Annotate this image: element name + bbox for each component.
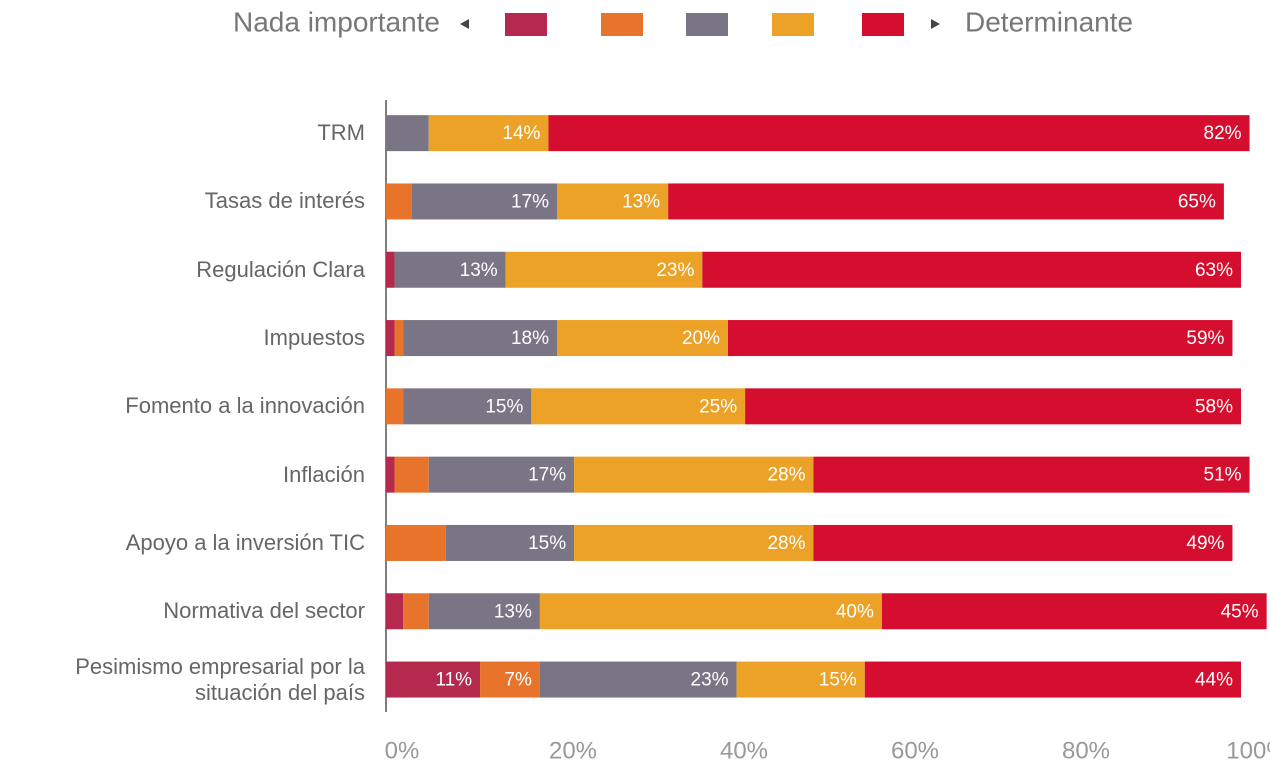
data-label: 13% [622, 191, 660, 212]
bar-segment [403, 593, 429, 630]
bar-segment [428, 115, 549, 152]
category-label: Inflación [283, 461, 365, 487]
bar-segment [736, 661, 865, 698]
bar-segment [386, 251, 395, 288]
bar-segment [480, 661, 540, 698]
legend-swatch [601, 13, 643, 36]
data-label: 28% [767, 465, 805, 486]
data-label: 17% [511, 191, 549, 212]
bar-segment [386, 388, 404, 425]
legend-swatch [505, 13, 547, 36]
x-tick-label: 80% [1062, 737, 1110, 764]
x-tick-label: 60% [891, 737, 939, 764]
data-label: 11% [435, 670, 472, 691]
bar-segment [539, 661, 737, 698]
data-label: 44% [1195, 670, 1233, 691]
data-label: 49% [1186, 533, 1224, 554]
bar-segment [386, 524, 446, 561]
bar-segment [386, 456, 395, 493]
bar-segment [386, 593, 404, 630]
data-label: 14% [502, 123, 540, 144]
data-label: 18% [511, 328, 549, 349]
data-label: 20% [682, 328, 720, 349]
bar-segment [428, 593, 540, 630]
bar-segment [386, 183, 412, 220]
data-label: 59% [1186, 328, 1224, 349]
category-label: Apoyo a la inversión TIC [125, 529, 365, 555]
legend-arrow-left [460, 19, 469, 29]
legend-swatch [686, 13, 728, 36]
data-label: 15% [528, 533, 566, 554]
bar-segment [548, 115, 1250, 152]
bar-segment [386, 661, 481, 698]
bar-segment [745, 388, 1241, 425]
data-label: 63% [1195, 260, 1233, 281]
legend-right: Determinante [965, 6, 1133, 37]
bar-segment [881, 593, 1267, 630]
data-label: 40% [836, 601, 874, 622]
bar-segment [728, 320, 1233, 357]
data-label: 82% [1204, 123, 1242, 144]
data-label: 7% [504, 670, 532, 691]
data-label: 13% [494, 601, 532, 622]
bar-segment [668, 183, 1224, 220]
bar-segment [574, 524, 814, 561]
legend-arrow-right [931, 19, 940, 29]
bar-segment [557, 183, 669, 220]
data-label: 17% [528, 465, 566, 486]
x-tick-label: 40% [720, 737, 768, 764]
bar-segment [386, 320, 395, 357]
bar-segment [702, 251, 1241, 288]
bar-segment [505, 251, 703, 288]
bar-segment [428, 456, 575, 493]
bar-segment [813, 456, 1250, 493]
data-label: 58% [1195, 396, 1233, 417]
bar-segment [386, 115, 429, 152]
x-tick-label: 0% [385, 737, 420, 764]
category-label: Regulación Clara [196, 256, 365, 282]
bar-segment [531, 388, 746, 425]
data-label: 45% [1221, 601, 1259, 622]
x-tick-label: 20% [549, 737, 597, 764]
bar-segment [394, 251, 506, 288]
bar-segment [445, 524, 575, 561]
data-label: 23% [656, 260, 694, 281]
category-label: Pesimismo empresarial por la situación d… [75, 653, 365, 705]
category-label: Fomento a la innovación [125, 393, 365, 419]
data-label: 28% [767, 533, 805, 554]
data-label: 23% [691, 670, 729, 691]
bar-segment [557, 320, 728, 357]
bar-segment [813, 524, 1233, 561]
bar-segment [394, 320, 404, 357]
category-label: TRM [317, 120, 365, 146]
data-label: 15% [485, 396, 523, 417]
data-label: 13% [460, 260, 498, 281]
legend-left: Nada importante [233, 6, 440, 37]
bar-segment [411, 183, 557, 220]
data-label: 25% [699, 396, 737, 417]
category-label: Tasas de interés [204, 188, 365, 214]
category-label: Normativa del sector [163, 598, 365, 624]
bar-segment [403, 388, 532, 425]
data-label: 15% [819, 670, 857, 691]
legend-swatch [862, 13, 904, 36]
bar-segment [864, 661, 1241, 698]
category-label: Impuestos [263, 325, 366, 351]
bar-segment [539, 593, 882, 630]
data-label: 65% [1178, 191, 1216, 212]
data-label: 51% [1204, 465, 1242, 486]
legend-swatch [772, 13, 814, 36]
bar-segment [403, 320, 557, 357]
bar-segment [574, 456, 814, 493]
bar-segment [394, 456, 429, 493]
x-tick-label: 100% [1226, 737, 1270, 764]
